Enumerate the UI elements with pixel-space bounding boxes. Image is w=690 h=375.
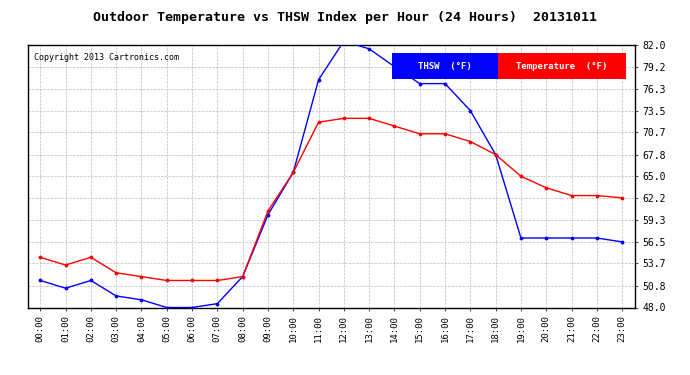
FancyBboxPatch shape	[498, 53, 626, 79]
Text: THSW  (°F): THSW (°F)	[418, 62, 472, 70]
FancyBboxPatch shape	[392, 53, 498, 79]
Text: Copyright 2013 Cartronics.com: Copyright 2013 Cartronics.com	[34, 53, 179, 62]
Text: Temperature  (°F): Temperature (°F)	[516, 62, 608, 70]
Text: Outdoor Temperature vs THSW Index per Hour (24 Hours)  20131011: Outdoor Temperature vs THSW Index per Ho…	[93, 11, 597, 24]
